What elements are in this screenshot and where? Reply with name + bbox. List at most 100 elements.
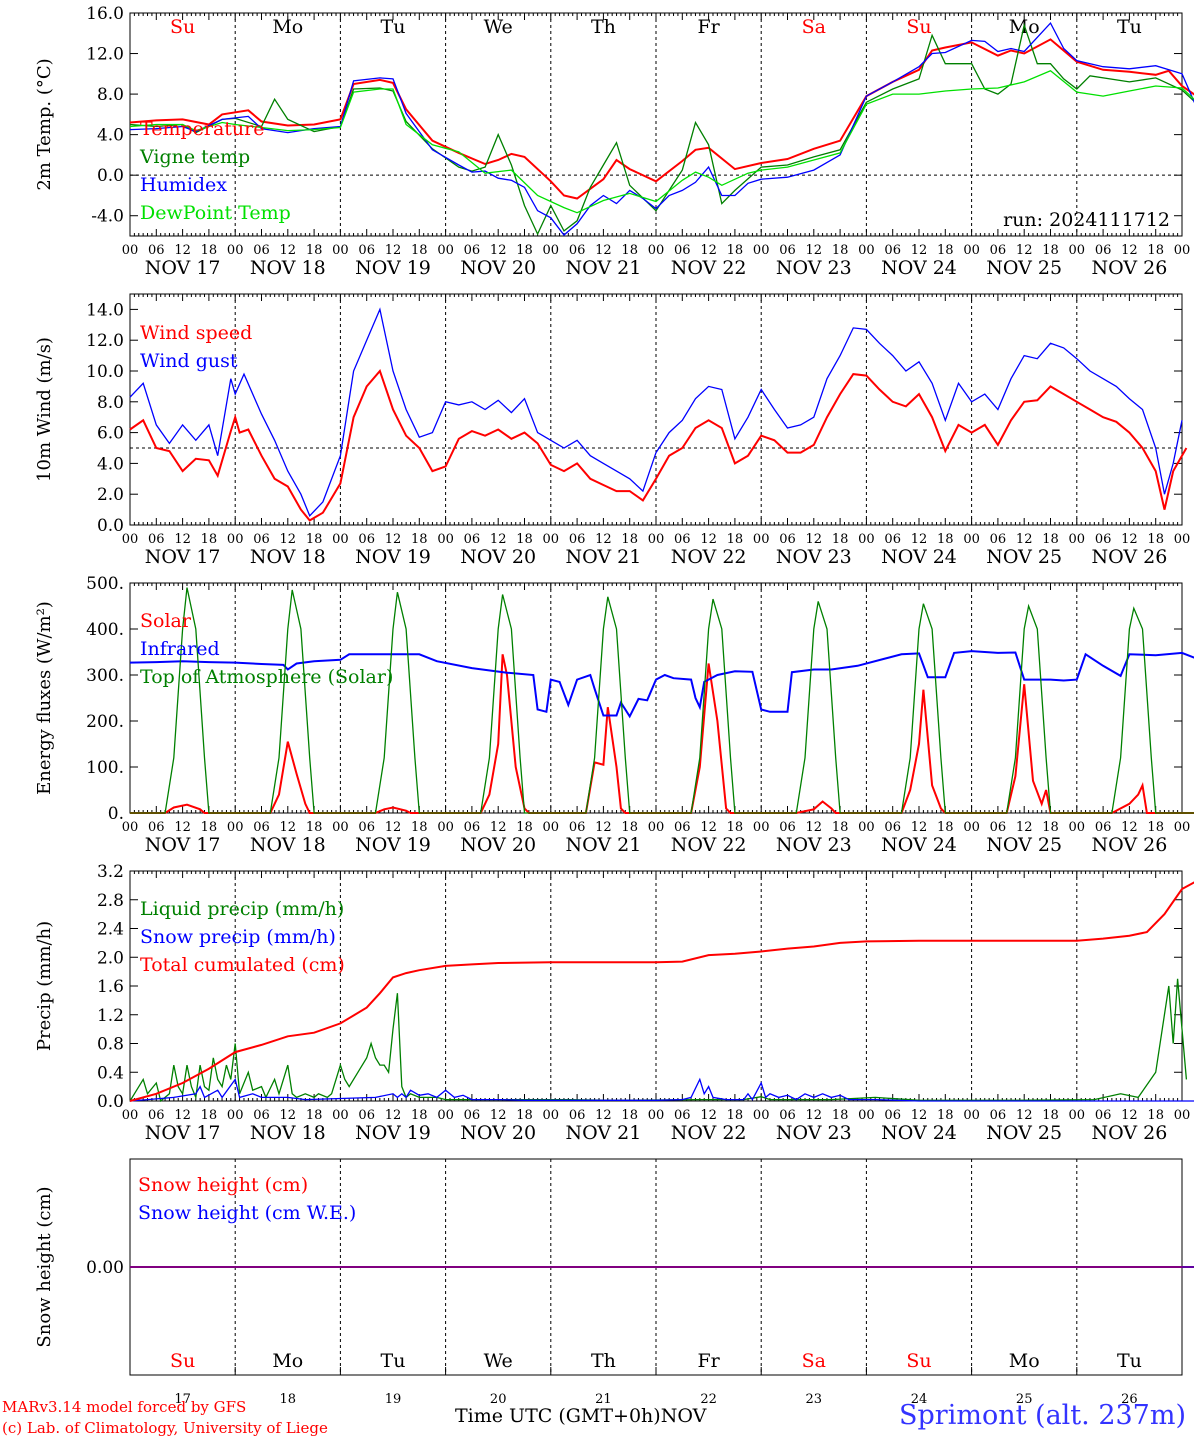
hour-tick-label: 18 [1042,1108,1059,1123]
day-number-label: 25 [1016,1392,1033,1407]
date-label: NOV 25 [986,546,1062,568]
weekday-label: Sa [802,16,826,38]
hour-tick-label: 06 [884,1108,901,1123]
hour-tick-label: 12 [280,532,297,547]
date-label: NOV 18 [250,546,326,568]
hour-tick-label: 00 [648,1108,665,1123]
y-tick-label: 10.0 [86,362,124,382]
hour-tick-label: 00 [122,820,139,835]
y-tick-label: 0.0 [97,516,124,536]
y-tick-label: 12.0 [86,45,124,65]
date-label: NOV 22 [671,546,747,568]
hour-tick-label: 00 [1069,820,1086,835]
date-label: NOV 26 [1091,834,1167,856]
hour-tick-label: 18 [727,243,744,258]
date-label: NOV 18 [250,257,326,279]
hour-tick-label: 12 [595,243,612,258]
weekday-label: Tu [1117,16,1142,38]
hour-tick-label: 18 [1042,532,1059,547]
hour-tick-label: 00 [1069,243,1086,258]
credit-line-lab: (c) Lab. of Climatology, University of L… [2,1419,328,1437]
weekday-label: Fr [697,1350,720,1372]
y-axis-label: 10m Wind (m/s) [34,337,55,482]
y-tick-label: 100. [86,758,124,778]
hour-tick-label: 06 [674,243,691,258]
y-tick-label: 6.0 [97,424,124,444]
hour-tick-label: 00 [1069,532,1086,547]
series-line-liquid-precip-mm-h- [129,978,1188,1103]
hour-tick-label: 06 [464,1108,481,1123]
hour-tick-label: 00 [858,1108,875,1123]
y-tick-label: 500. [86,574,124,594]
date-label: NOV 23 [776,546,852,568]
y-tick-label: 200. [86,712,124,732]
y-tick-label: 2.0 [97,485,124,505]
date-label: NOV 19 [355,546,431,568]
hour-tick-label: 06 [1095,1108,1112,1123]
hour-tick-label: 06 [990,1108,1007,1123]
hour-tick-label: 00 [648,532,665,547]
date-label: NOV 24 [881,1122,957,1144]
hour-tick-label: 00 [332,820,349,835]
weekday-label: Mo [1009,1350,1040,1372]
y-tick-label: 1.2 [97,1006,124,1026]
weekday-label: Tu [1117,1350,1142,1372]
weekday-label: Mo [272,1350,303,1372]
location-label: Sprimont (alt. 237m) [899,1400,1186,1431]
day-number-label: 22 [700,1392,717,1407]
y-tick-label: -4.0 [91,207,124,227]
x-axis-title: Time UTC (GMT+0h)NOV [455,1405,706,1427]
hour-tick-label: 12 [174,243,191,258]
hour-tick-label: 18 [832,532,849,547]
hour-tick-label: 12 [1016,243,1033,258]
legend-entry: Top of Atmosphere (Solar) [140,666,393,688]
hour-tick-label: 00 [1174,243,1191,258]
weekday-label: Tu [381,1350,406,1372]
hour-tick-label: 06 [358,1108,375,1123]
hour-tick-label: 12 [700,532,717,547]
hour-tick-label: 06 [990,532,1007,547]
date-label: NOV 24 [881,257,957,279]
hour-tick-label: 12 [911,532,928,547]
hour-tick-label: 00 [122,532,139,547]
hour-tick-label: 12 [806,243,823,258]
hour-tick-label: 18 [937,243,954,258]
y-tick-label: 1.6 [97,977,124,997]
weekday-label: Fr [697,16,720,38]
y-tick-label: 3.2 [97,862,124,882]
date-label: NOV 26 [1091,546,1167,568]
hour-tick-label: 18 [937,820,954,835]
hour-tick-label: 00 [332,532,349,547]
hour-tick-label: 18 [621,532,638,547]
y-tick-label: 0.0 [97,1092,124,1112]
hour-tick-label: 00 [122,1108,139,1123]
hour-tick-label: 06 [253,243,270,258]
hour-tick-label: 00 [963,820,980,835]
date-label: NOV 23 [776,257,852,279]
hour-tick-label: 18 [411,820,428,835]
hour-tick-label: 12 [174,1108,191,1123]
hour-tick-label: 18 [727,1108,744,1123]
day-number-label: 17 [174,1392,191,1407]
series-line-wind-speed [129,369,1188,522]
date-label: NOV 17 [145,834,221,856]
hour-tick-label: 06 [358,532,375,547]
hour-tick-label: 06 [569,1108,586,1123]
date-label: NOV 17 [145,1122,221,1144]
date-label: NOV 25 [986,257,1062,279]
hour-tick-label: 06 [253,820,270,835]
hour-tick-label: 12 [1121,820,1138,835]
hour-tick-label: 06 [253,1108,270,1123]
y-axis-label: Energy fluxes (W/m²) [34,601,55,795]
hour-tick-label: 06 [1095,532,1112,547]
hour-tick-label: 06 [674,1108,691,1123]
date-label: NOV 21 [565,834,641,856]
legend-entry: Total cumulated (cm) [140,954,345,976]
hour-tick-label: 00 [1174,532,1191,547]
hour-tick-label: 06 [779,820,796,835]
hour-tick-label: 00 [437,820,454,835]
hour-tick-label: 06 [779,243,796,258]
hour-tick-label: 06 [253,532,270,547]
hour-tick-label: 06 [1095,243,1112,258]
